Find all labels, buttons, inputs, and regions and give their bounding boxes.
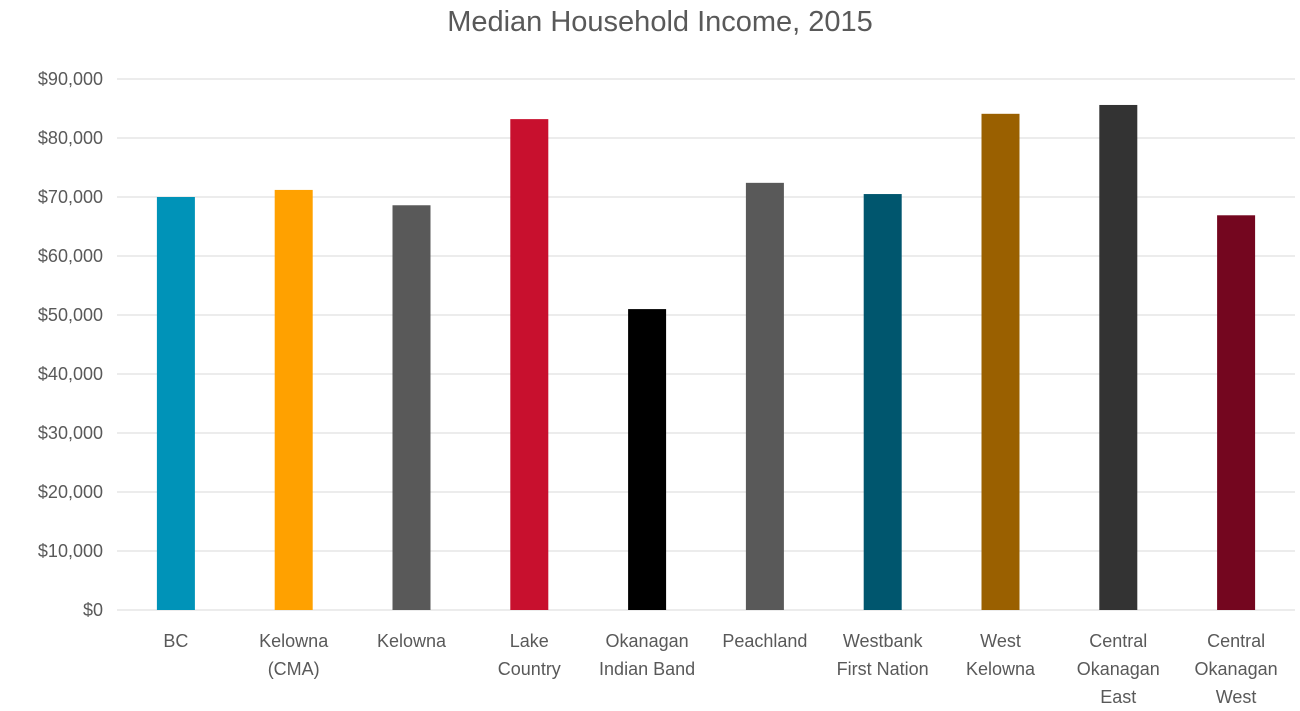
- y-tick-label: $0: [82, 600, 103, 620]
- bar: [156, 197, 195, 610]
- y-tick-label: $60,000: [37, 246, 103, 266]
- bar: [510, 119, 549, 611]
- x-tick-label: Central Okanagan East: [1076, 631, 1160, 707]
- y-tick-label: $70,000: [37, 187, 103, 207]
- y-tick-label: $80,000: [37, 128, 103, 148]
- x-tick-label: Kelowna (CMA): [259, 631, 329, 679]
- bar: [745, 182, 784, 610]
- x-tick-label: Okanagan Indian Band: [599, 631, 696, 679]
- x-tick-label: Central Okanagan West: [1194, 631, 1278, 707]
- y-tick-label: $30,000: [37, 423, 103, 443]
- x-tick-label: Peachland: [722, 631, 808, 651]
- y-tick-label: $40,000: [37, 364, 103, 384]
- y-tick-label: $10,000: [37, 541, 103, 561]
- bar: [1099, 104, 1138, 611]
- bar: [628, 309, 667, 610]
- bar: [274, 189, 313, 611]
- bar: [981, 113, 1020, 610]
- chart-title: Median Household Income, 2015: [447, 6, 873, 38]
- x-tick-label: Westbank First Nation: [836, 631, 929, 679]
- x-tick-label: BC: [163, 631, 189, 651]
- y-tick-label: $90,000: [37, 69, 103, 89]
- bar: [1217, 215, 1256, 611]
- x-tick-label: West Kelowna: [965, 631, 1036, 679]
- x-tick-label: Kelowna: [376, 631, 447, 651]
- bar: [863, 194, 902, 611]
- y-tick-label: $50,000: [37, 305, 103, 325]
- y-tick-label: $20,000: [37, 482, 103, 502]
- bar: [392, 205, 431, 610]
- x-tick-label: Lake Country: [497, 631, 561, 679]
